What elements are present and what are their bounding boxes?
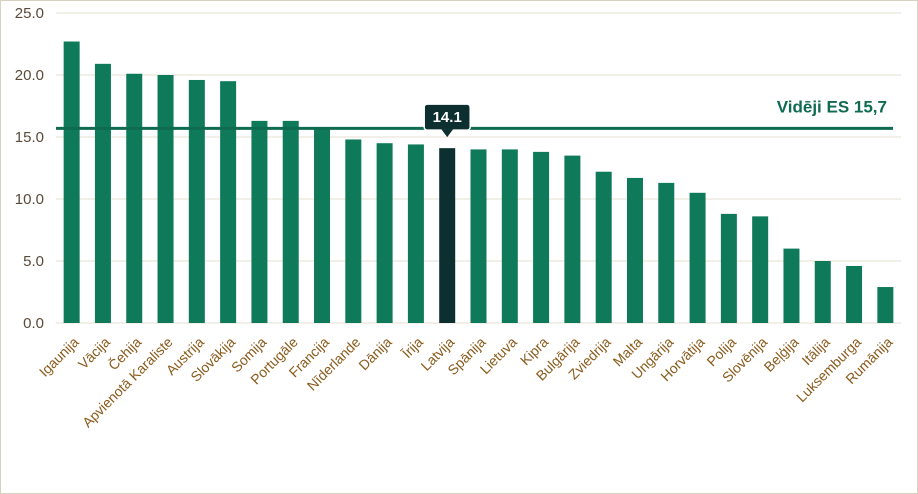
- bar: [720, 213, 737, 323]
- highlight-callout: 14.1: [423, 103, 471, 138]
- bar: [314, 127, 331, 323]
- bar: [376, 143, 393, 323]
- bar: [345, 139, 362, 323]
- bar: [752, 216, 769, 323]
- bar: [470, 149, 487, 323]
- bar: [501, 149, 518, 323]
- bar: [251, 120, 268, 323]
- y-tick-label: 5.0: [23, 253, 44, 270]
- bar: [126, 73, 143, 323]
- y-tick-label: 0.0: [23, 315, 44, 332]
- bar: [658, 182, 675, 323]
- bar: [282, 120, 299, 323]
- bar: [407, 144, 424, 323]
- bar: [188, 79, 205, 324]
- x-tick-label: Dānija: [355, 334, 395, 374]
- bar: [439, 148, 456, 323]
- bar: [94, 63, 111, 324]
- y-tick-label: 20.0: [15, 67, 44, 84]
- average-label: Vidēji ES 15,7: [777, 97, 887, 116]
- bar: [157, 75, 174, 323]
- bar: [564, 155, 581, 323]
- callout-value: 14.1: [433, 109, 462, 126]
- bar: [846, 265, 863, 323]
- bars: [63, 41, 894, 324]
- x-tick-label: Igaunija: [36, 334, 82, 380]
- bar: [877, 287, 894, 323]
- x-tick-label: Vācija: [75, 334, 113, 372]
- bar: [220, 81, 237, 323]
- bar: [533, 151, 550, 323]
- bar: [595, 171, 612, 323]
- bar: [814, 261, 831, 323]
- y-tick-label: 10.0: [15, 191, 44, 208]
- bar: [783, 248, 800, 323]
- bar: [626, 177, 643, 323]
- callout-pointer: [441, 129, 454, 138]
- bar: [63, 41, 80, 324]
- bar: [689, 192, 706, 323]
- y-tick-label: 25.0: [15, 5, 44, 22]
- y-tick-label: 15.0: [15, 129, 44, 146]
- y-axis-ticks: 0.0 5.0 10.0 15.0 20.0 25.0: [15, 5, 44, 332]
- x-tick-label: Beļģija: [761, 334, 802, 375]
